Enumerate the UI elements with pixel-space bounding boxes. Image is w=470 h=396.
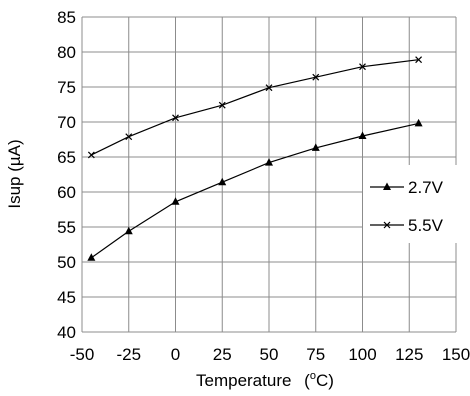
y-tick-label: 55 xyxy=(57,218,76,237)
data-point xyxy=(265,84,273,92)
x-tick-label: -50 xyxy=(70,345,95,364)
data-point xyxy=(358,131,367,139)
x-tick-label: 0 xyxy=(171,345,180,364)
legend-item: 5.5V xyxy=(370,216,444,235)
legend-label: 2.7V xyxy=(408,178,444,197)
legend: 2.7V 5.5V xyxy=(363,165,459,243)
x-tick-label: 75 xyxy=(306,345,325,364)
y-tick-label: 85 xyxy=(57,8,76,27)
data-point xyxy=(125,133,133,141)
series-layer xyxy=(87,56,423,261)
x-tick-label: 25 xyxy=(213,345,232,364)
data-point xyxy=(171,197,180,205)
data-point xyxy=(218,177,227,186)
legend-label: 5.5V xyxy=(408,216,444,235)
y-tick-label: 45 xyxy=(57,288,76,307)
legend-box xyxy=(363,165,459,243)
y-axis-title: Isup (µA) xyxy=(5,139,24,208)
x-tick-label: 150 xyxy=(442,345,470,364)
data-point xyxy=(87,151,95,159)
legend-item: 2.7V xyxy=(370,178,444,197)
y-tick-label: 60 xyxy=(57,183,76,202)
data-point xyxy=(415,56,423,64)
data-point xyxy=(172,114,179,122)
data-point xyxy=(311,143,320,151)
x-axis-title-text: Temperature xyxy=(196,371,291,390)
x-tick-label: 50 xyxy=(260,345,279,364)
data-point xyxy=(218,101,226,109)
y-tick-label: 70 xyxy=(57,113,76,132)
x-tick-label: 100 xyxy=(348,345,376,364)
x-tick-label: 125 xyxy=(395,345,423,364)
data-point xyxy=(414,118,423,127)
series-5-5v xyxy=(87,56,423,159)
series-2-7v xyxy=(87,118,423,261)
data-point xyxy=(383,221,391,229)
y-tick-label: 50 xyxy=(57,253,76,272)
x-axis-title: Temperature (oC) xyxy=(196,370,334,390)
x-axis-unit-degree: o xyxy=(310,370,316,382)
y-tick-labels: 85 80 75 70 65 60 55 50 45 40 xyxy=(57,8,76,342)
data-point xyxy=(359,63,366,71)
y-tick-label: 65 xyxy=(57,148,76,167)
series-line xyxy=(91,122,419,259)
y-tick-label: 80 xyxy=(57,43,76,62)
x-axis-unit-close: C) xyxy=(316,371,334,390)
x-axis-unit-open: ( xyxy=(304,371,310,390)
data-point xyxy=(383,182,391,190)
data-point xyxy=(312,73,320,81)
data-point xyxy=(124,226,133,235)
data-point xyxy=(87,253,96,261)
series-line xyxy=(91,59,419,156)
data-point xyxy=(265,158,273,166)
x-tick-labels: -50 -25 0 25 50 75 100 125 150 xyxy=(70,345,470,364)
y-tick-label: 75 xyxy=(57,78,76,97)
x-tick-label: -25 xyxy=(116,345,141,364)
grid xyxy=(81,16,457,333)
y-tick-label: 40 xyxy=(57,323,76,342)
